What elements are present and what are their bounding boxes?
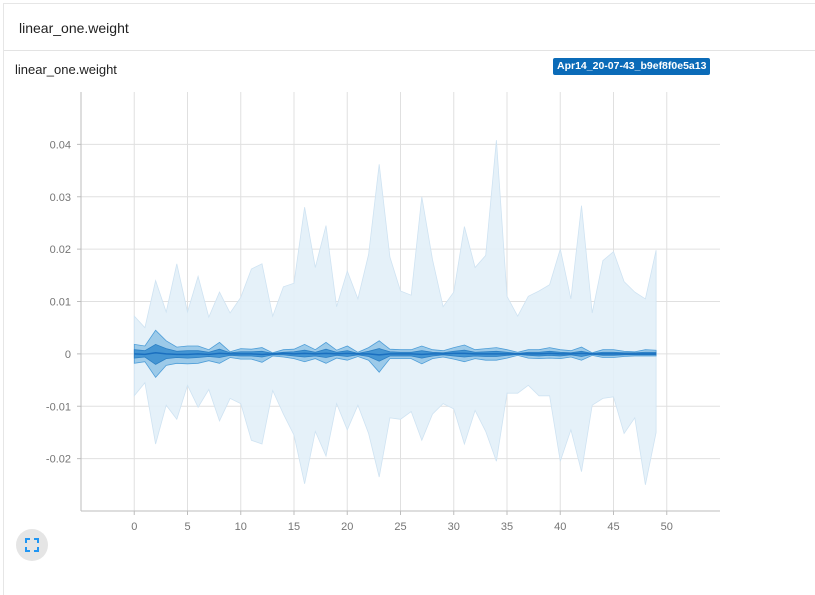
band-outer: [133, 140, 657, 485]
y-tick-label-5: 0.03: [50, 192, 71, 204]
y-tick-label-1: -0.01: [46, 401, 71, 413]
chart-axes: [77, 92, 720, 515]
x-tick-label-4: 20: [341, 521, 353, 533]
card-header: linear_one.weight: [4, 4, 815, 51]
x-tick-label-7: 35: [501, 521, 513, 533]
x-tick-label-0: 0: [131, 521, 137, 533]
y-tick-label-6: 0.04: [50, 139, 71, 151]
x-tick-label-1: 5: [184, 521, 190, 533]
x-tick-label-8: 40: [554, 521, 566, 533]
x-tick-label-2: 10: [235, 521, 247, 533]
run-badge: Apr14_20-07-43_b9ef8f0e5a13: [553, 58, 711, 75]
y-tick-label-0: -0.02: [46, 454, 71, 466]
x-tick-label-9: 45: [607, 521, 619, 533]
y-tick-label-2: 0: [65, 349, 71, 361]
x-tick-label-3: 15: [288, 521, 300, 533]
x-tick-label-10: 50: [661, 521, 673, 533]
expand-button[interactable]: [16, 529, 48, 561]
fullscreen-expand-icon: [25, 538, 39, 552]
y-tick-label-4: 0.02: [50, 244, 71, 256]
median-line: [134, 352, 657, 356]
chart-bands: [133, 140, 657, 485]
header-title: linear_one.weight: [19, 20, 129, 36]
chart-tick-labels: 0 5 10 15 20 25 30 35 40 45 50 -0.02 -0.01 0 0.01 0.02 0…: [46, 139, 673, 533]
y-tick-label-3: 0.01: [50, 297, 71, 309]
x-tick-label-6: 30: [448, 521, 460, 533]
x-tick-label-5: 25: [394, 521, 406, 533]
chart-title: linear_one.weight: [15, 62, 117, 77]
